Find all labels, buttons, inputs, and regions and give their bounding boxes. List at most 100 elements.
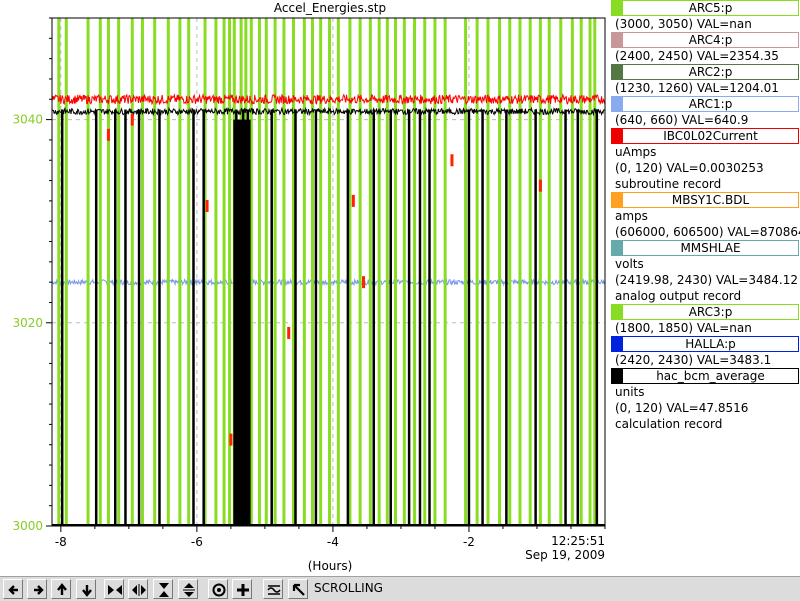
legend-name: hac_bcm_average [656,369,765,383]
series-layer [52,18,605,526]
legend-info: (606000, 606500) VAL=870864 [615,225,800,239]
legend-entry[interactable]: MMSHLAE volts (2419.98, 2430) VAL=3484.12 a… [611,240,800,304]
zoom-y-in-icon [159,583,169,597]
timestamp-time: 12:25:51 [551,534,605,548]
circle-target-icon [212,583,226,597]
legend-info: (1230, 1260) VAL=1204.01 [615,81,779,95]
legend-name: ARC5:p [688,1,733,15]
series-mark-ibc0l02 [130,113,134,126]
scroll-right-button[interactable] [27,579,47,599]
legend-name-box: MBSY1C.BDL [611,192,799,208]
add-button[interactable] [232,579,252,599]
legend-info: (640, 660) VAL=640.9 [615,113,749,127]
plus-icon [237,584,249,596]
zoom-y-out-button[interactable] [178,579,198,599]
legend-info: (2400, 2450) VAL=2354.35 [615,49,779,63]
y-tick-label: 3000 [12,519,43,533]
legend-name: HALLA:p [685,337,736,351]
legend-name-box: ARC4:p [611,32,799,48]
legend-name-box: IBC0L02Current [611,128,799,144]
auto-scale-icon [267,585,281,595]
legend-info: uAmps [615,145,657,159]
legend-entry[interactable]: HALLA:p (2420, 2430) VAL=3483.1 [611,336,800,368]
legend-name: ARC3:p [688,305,733,319]
legend-info: units [615,385,645,399]
y-axis: 3000 3020 3040 [12,17,52,533]
legend-entry[interactable]: MBSY1C.BDL amps (606000, 606500) VAL=87086… [611,192,800,240]
legend-name-box: ARC3:p [611,304,799,320]
legend: ARC5:p (3000, 3050) VAL=nan ARC4:p (2400, 2… [611,0,800,580]
zoom-x-out-icon [132,584,146,596]
series-mark-ibc0l02 [205,199,209,212]
zoom-y-in-button[interactable] [153,579,173,599]
series-line-ibc0l02 [52,93,605,106]
legend-info: analog output record [615,289,742,303]
plot-frame [51,17,606,527]
zoom-button[interactable] [208,579,228,599]
y-tick-label: 3040 [12,113,43,127]
series-mark-ibc0l02 [538,179,542,192]
legend-info: (2419.98, 2430) VAL=3484.12 [615,273,798,287]
pointer-icon [292,583,305,596]
x-tick-label: -4 [327,535,339,549]
arrow-up-icon [57,583,67,595]
legend-name-box: HALLA:p [611,336,799,352]
arrow-right-icon [34,585,44,595]
status-text: SCROLLING [314,581,383,595]
x-tick-label: -6 [191,535,203,549]
legend-entry[interactable]: ARC5:p (3000, 3050) VAL=nan [611,0,800,32]
scroll-left-button[interactable] [3,579,23,599]
toolbar: SCROLLING [0,576,800,601]
legend-name-box: ARC1:p [611,96,799,112]
zoom-x-out-button[interactable] [128,579,148,599]
scroll-down-button[interactable] [76,579,96,599]
legend-entry[interactable]: ARC2:p (1230, 1260) VAL=1204.01 [611,64,800,96]
legend-name-box: ARC2:p [611,64,799,80]
y-tick-label: 3020 [12,316,43,330]
legend-info: (0, 120) VAL=47.8516 [615,401,749,415]
legend-entry[interactable]: ARC4:p (2400, 2450) VAL=2354.35 [611,32,800,64]
legend-name: ARC4:p [688,33,733,47]
legend-info: (2420, 2430) VAL=3483.1 [615,353,772,367]
legend-name-box: hac_bcm_average [611,368,799,384]
plot-area[interactable]: 3000 3020 3040 -8 -6 -4 -2 [0,0,611,576]
series-mark-ibc0l02 [362,276,366,289]
chart-title: Accel_Energies.stp [273,1,387,15]
legend-name-box: MMSHLAE [611,240,799,256]
legend-name-box: ARC5:p [611,0,799,16]
legend-entry[interactable]: ARC3:p (1800, 1850) VAL=nan [611,304,800,336]
series-mark-ibc0l02 [351,194,355,207]
legend-name: IBC0L02Current [663,129,758,143]
series-mark-ibc0l02 [229,433,233,446]
legend-info: volts [615,257,644,271]
legend-name: ARC2:p [688,65,733,79]
zoom-y-out-icon [183,583,195,597]
series-line-bcm [52,106,605,117]
legend-info: calculation record [615,417,723,431]
x-tick-label: -2 [463,535,475,549]
auto-scale-button[interactable] [263,579,283,599]
arrow-left-icon [8,585,18,595]
x-axis-label: (Hours) [307,559,353,573]
legend-info: (3000, 3050) VAL=nan [615,17,752,31]
legend-name: ARC1:p [688,97,733,111]
legend-name: MBSY1C.BDL [671,193,750,207]
legend-info: (1800, 1850) VAL=nan [615,321,752,335]
legend-info: (0, 120) VAL=0.0030253 [615,161,764,175]
legend-info: amps [615,209,648,223]
arrow-down-icon [82,585,92,597]
timestamp-date: Sep 19, 2009 [525,548,605,562]
series-mark-ibc0l02 [287,326,291,339]
legend-info: subroutine record [615,177,722,191]
zoom-x-in-icon [108,585,122,595]
legend-entry[interactable]: ARC1:p (640, 660) VAL=640.9 [611,96,800,128]
legend-entry[interactable]: IBC0L02Current uAmps (0, 120) VAL=0.003025… [611,128,800,192]
series-mark-ibc0l02 [106,128,110,141]
zoom-x-in-button[interactable] [104,579,124,599]
series-mark-ibc0l02 [450,154,454,167]
x-tick-label: -8 [55,535,67,549]
legend-name: MMSHLAE [680,241,741,255]
config-button[interactable] [288,579,308,599]
scroll-up-button[interactable] [51,579,71,599]
